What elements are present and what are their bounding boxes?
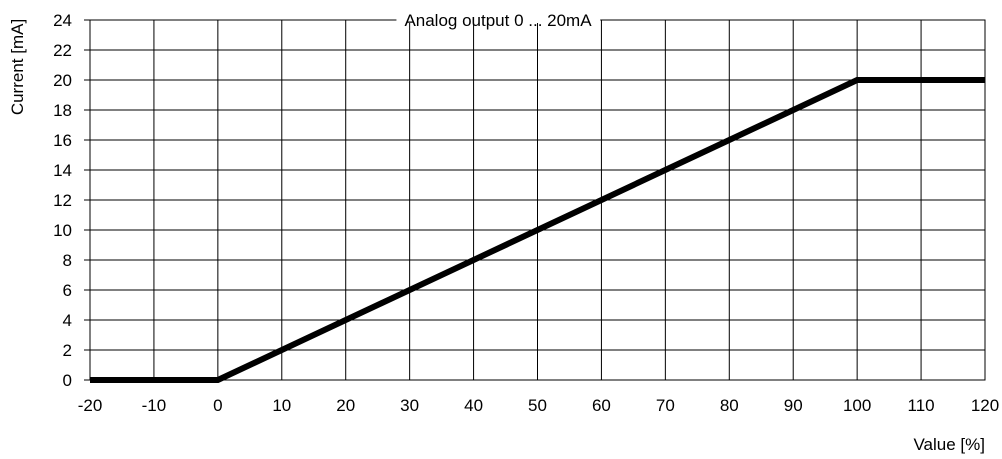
x-tick-label: 110 <box>908 396 935 415</box>
y-tick-label: 12 <box>53 191 72 210</box>
y-tick-label: 20 <box>53 71 72 90</box>
y-axis-label: Current [mA] <box>8 19 27 115</box>
x-tick-label: 70 <box>656 396 675 415</box>
x-tick-label: 50 <box>528 396 547 415</box>
x-tick-label: 80 <box>720 396 739 415</box>
y-tick-label: 0 <box>63 371 72 390</box>
y-tick-label: 2 <box>63 341 72 360</box>
x-tick-label: 60 <box>592 396 611 415</box>
x-tick-label: 10 <box>272 396 291 415</box>
series-layer <box>90 77 985 383</box>
grid <box>84 19 986 381</box>
x-axis-label: Value [%] <box>913 435 985 454</box>
series-line <box>90 77 985 383</box>
x-tick-label: 30 <box>400 396 419 415</box>
y-tick-label: 16 <box>53 131 72 150</box>
y-tick-label: 14 <box>53 161 72 180</box>
y-tick-label: 22 <box>53 41 72 60</box>
y-tick-label: 8 <box>63 251 72 270</box>
x-tick-label: 20 <box>336 396 355 415</box>
chart-title: Analog output 0 ... 20mA <box>404 11 592 30</box>
x-tick-label: 90 <box>784 396 803 415</box>
y-tick-label: 4 <box>63 311 72 330</box>
chart-title-background <box>396 18 601 23</box>
x-tick-label: -20 <box>78 396 103 415</box>
x-tick-label: 100 <box>843 396 871 415</box>
x-tick-label: 40 <box>464 396 483 415</box>
y-tick-label: 18 <box>53 101 72 120</box>
x-tick-label: 120 <box>971 396 999 415</box>
y-tick-label: 10 <box>53 221 72 240</box>
y-tick-label: 6 <box>63 281 72 300</box>
x-tick-label: -10 <box>142 396 167 415</box>
x-tick-labels: -20 -10 0 10 20 30 40 50 60 70 80 90 100 110 120 <box>78 396 999 415</box>
y-tick-label: 24 <box>53 11 72 30</box>
x-tick-label: 0 <box>213 396 222 415</box>
